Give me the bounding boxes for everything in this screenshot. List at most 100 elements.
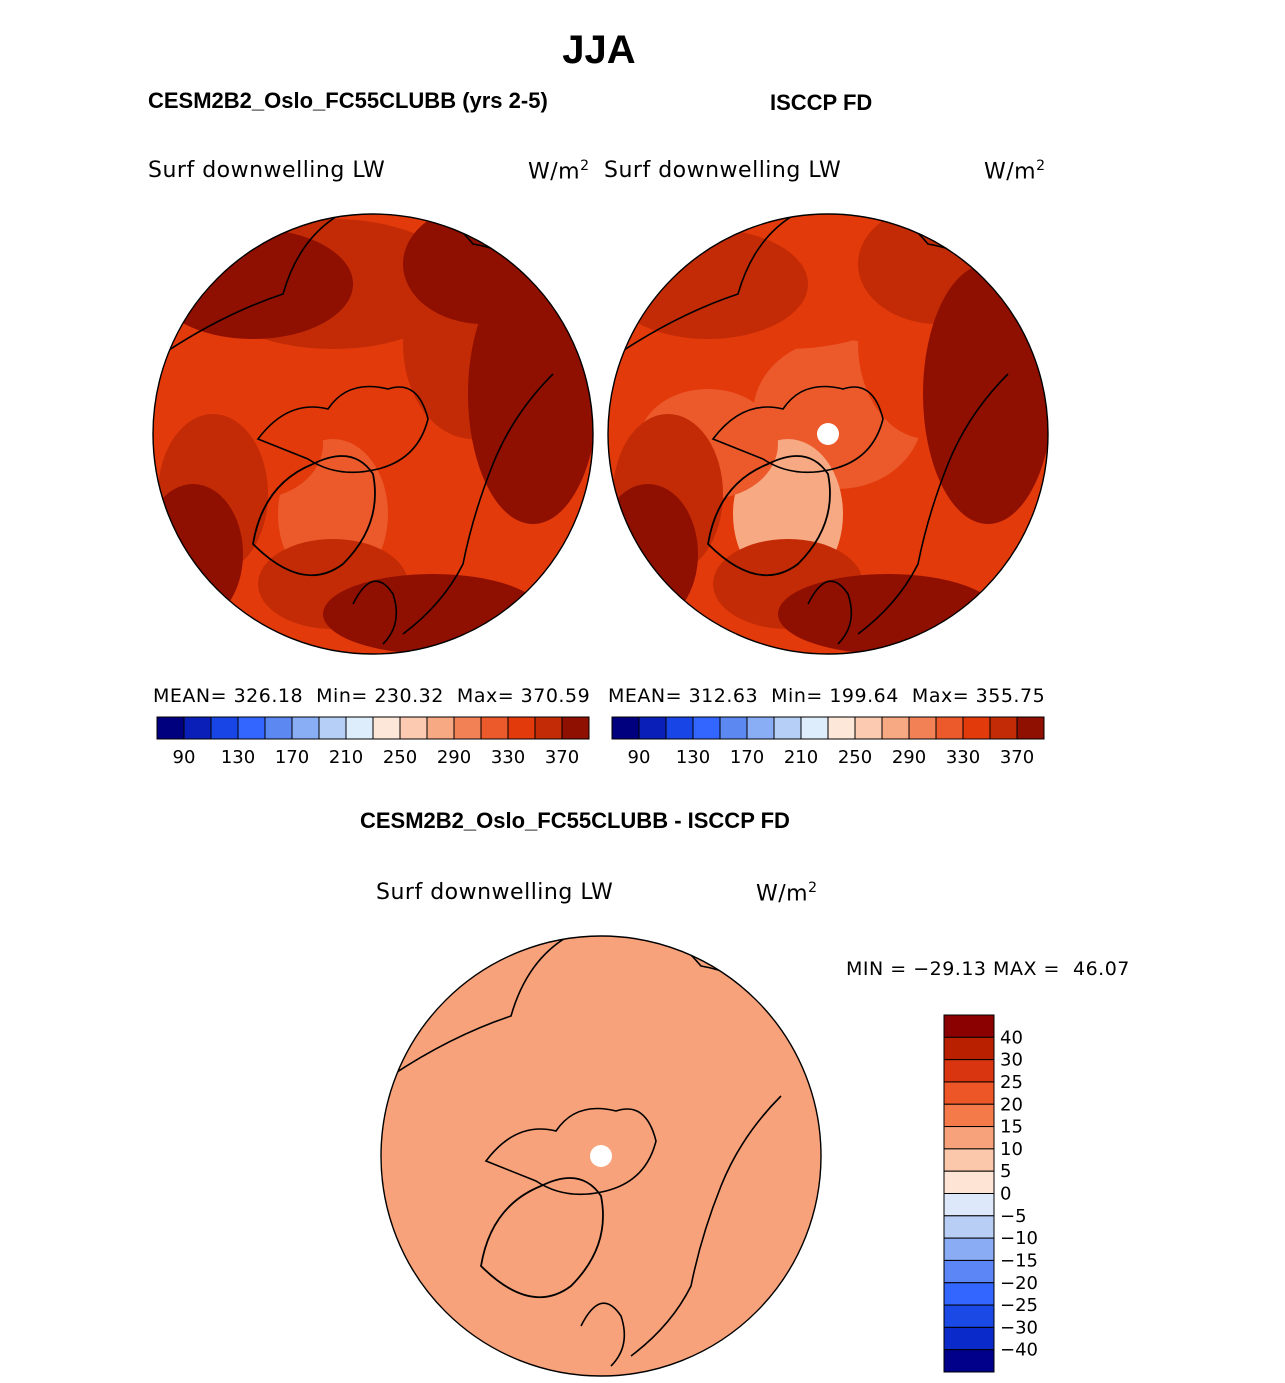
panel2-units-sup: 2 [1036,158,1046,174]
colorbar-tick-label: −40 [1000,1340,1038,1361]
colorbar-tick-label: 290 [892,747,926,768]
colorbar-tick-label: 330 [946,747,980,768]
region-eurasia-south [153,484,243,624]
panel2-mean: 312.63 [688,685,759,707]
colorbar-swatch [943,1193,995,1217]
map-border [380,935,822,1377]
colorbar-swatch [561,716,590,740]
panel1-mean: 326.18 [233,685,304,707]
colorbar-swatch [943,1237,995,1261]
colorbar-tick-label: 30 [1000,1050,1023,1071]
colorbar-swatch [210,716,239,740]
colorbar-swatch [943,1059,995,1083]
panel2-stats: MEAN= 312.63 Min= 199.64 Max= 355.75 [608,685,1045,707]
colorbar-tick-label: 10 [1000,1139,1023,1160]
colorbar-swatch [943,1215,995,1239]
panel1-mean-label: MEAN= [153,685,228,707]
panel2-min-label: Min= [771,685,823,707]
colorbar-swatch [943,1326,995,1351]
map-border [152,213,594,655]
right-case-title: ISCCP FD [770,90,873,115]
colorbar-swatch [264,716,293,740]
coastline-scandinavia [352,580,398,645]
colorbar-swatch [719,716,748,740]
coastline-greenland [252,455,376,577]
colorbar-tick-label: 370 [545,747,579,768]
region-eurasia-south [323,574,543,654]
colorbar-tick-label: −30 [1000,1317,1038,1338]
colorbar-swatch [943,1126,995,1150]
colorbar-swatch [989,716,1018,740]
colorbar-tick-label: 290 [437,747,471,768]
panel1-units-sup: 2 [580,158,590,174]
coastline-scandinavia [807,580,853,645]
colorbar-swatch [692,716,721,740]
colorbar-tick-label: 15 [1000,1117,1023,1138]
coastline-scandinavia [580,1302,626,1367]
panel3-units-text: W/m [756,881,809,907]
colorbar-swatch [943,1148,995,1172]
season-title: JJA [562,28,636,72]
left-case-title: CESM2B2_Oslo_FC55CLUBB (yrs 2-5) [148,88,548,113]
coastline-eurasia [630,1095,782,1357]
colorbar-swatch [453,716,482,740]
colorbar-tick-label: 170 [275,747,309,768]
panel1-variable: Surf downwelling LW [148,158,386,183]
colorbar-swatch [1016,716,1045,740]
colorbar-swatch [237,716,266,740]
colorbar-tick-label: 0 [1000,1184,1011,1205]
colorbar-tick-label: −20 [1000,1273,1038,1294]
map-model [152,213,594,655]
colorbar-swatch [507,716,536,740]
map-field [608,214,1048,654]
colorbar-swatch [943,1036,995,1061]
colorbar-tick-label: 130 [676,747,710,768]
map-field [381,936,821,1376]
panel3-units: W/m2 [756,880,818,906]
colorbar-tick-label: 330 [491,747,525,768]
colorbar-model: 90 130 170 210 250 290 330 370 [156,716,590,768]
panel3-minmax: MIN = −29.13 MAX = 46.07 [846,958,1130,980]
colorbar-swatch [773,716,802,740]
colorbar-swatch [746,716,775,740]
colorbar-tick-label: 90 [628,747,651,768]
polar-cap [817,423,839,445]
colorbar-tick-label: 40 [1000,1027,1023,1048]
colorbar-tick-label: 170 [730,747,764,768]
panel2-min: 199.64 [829,685,899,707]
colorbar-tick-label: −10 [1000,1228,1038,1249]
colorbar-tick-label: 250 [838,747,872,768]
map-diff [380,935,822,1377]
polar-cap [590,1145,612,1167]
panel1-max: 370.59 [520,685,591,707]
colorbar-tick-label: 210 [784,747,818,768]
map-border [607,213,1049,655]
colorbar-swatch [943,1349,995,1373]
coastline-eurasia [857,373,1009,635]
colorbar-swatch [291,716,320,740]
coastline-archipelago [711,385,884,474]
colorbar-swatch [827,716,856,740]
colorbar-tick-label: −25 [1000,1295,1038,1316]
panel1-units: W/m2 [528,158,590,184]
colorbar-swatch [943,1103,995,1128]
map-field [153,214,593,654]
panel1-min: 230.32 [374,685,444,707]
colorbar-swatch [426,716,455,740]
coastline-archipelago [256,385,429,474]
colorbar-tick-label: 25 [1000,1072,1023,1093]
panel1-stats: MEAN= 326.18 Min= 230.32 Max= 370.59 [153,685,590,707]
colorbar-tick-label: 210 [329,747,363,768]
colorbar-swatch [183,716,212,740]
colorbar-swatch [345,716,374,740]
coastline-eurasia [402,373,554,635]
colorbar-tick-label: 250 [383,747,417,768]
colorbar-swatch [156,716,185,740]
colorbar-swatch [611,716,640,740]
colorbar-obs: 90 130 170 210 250 290 330 370 [611,716,1045,768]
panel1-min-label: Min= [316,685,368,707]
colorbar-tick-label: 20 [1000,1094,1023,1115]
colorbar-swatch [638,716,667,740]
panel2-mean-label: MEAN= [608,685,683,707]
